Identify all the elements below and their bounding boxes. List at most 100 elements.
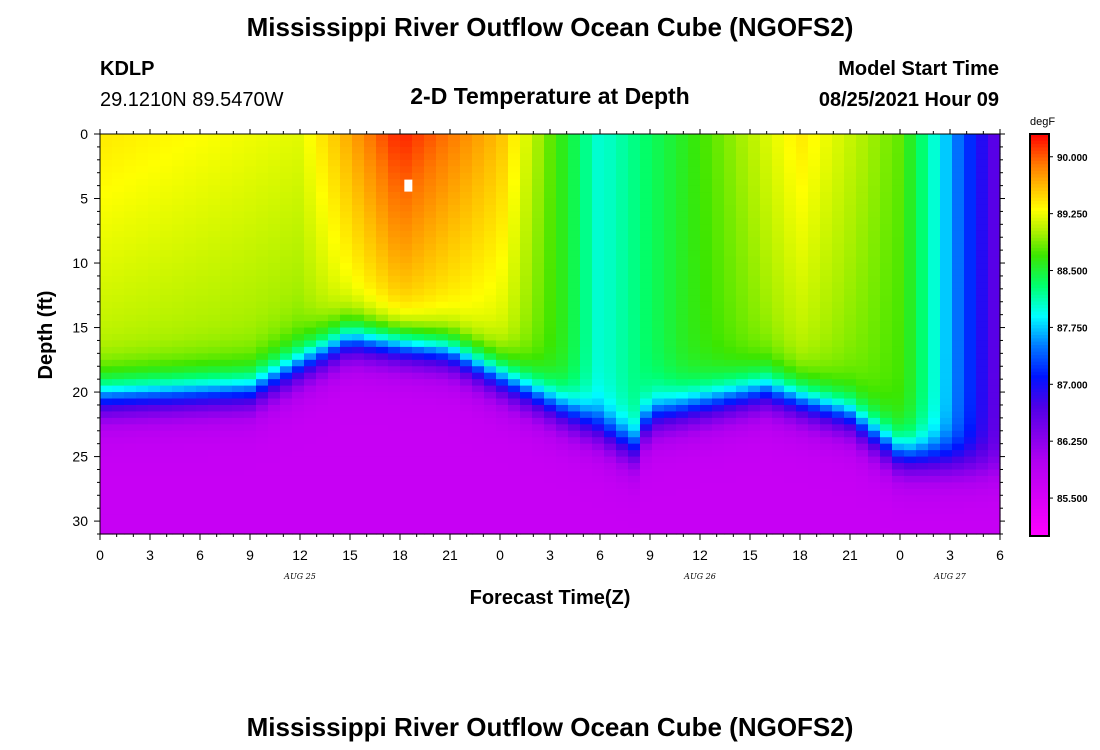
heatmap-cell bbox=[868, 179, 881, 187]
heatmap-cell bbox=[436, 327, 449, 335]
colorbar-segment bbox=[1030, 361, 1049, 366]
heatmap-cell bbox=[472, 256, 485, 264]
heatmap-cell bbox=[700, 211, 713, 219]
heatmap-cell bbox=[832, 166, 845, 174]
heatmap-cell bbox=[868, 192, 881, 200]
x-tick-label: 6 bbox=[596, 547, 604, 563]
heatmap-cell bbox=[232, 430, 245, 438]
heatmap-cell bbox=[148, 469, 161, 477]
heatmap-cell bbox=[376, 372, 389, 380]
heatmap-cell bbox=[472, 346, 485, 354]
heatmap-cell bbox=[100, 327, 113, 335]
heatmap-cell bbox=[340, 501, 353, 509]
heatmap-cell bbox=[112, 482, 125, 490]
heatmap-cell bbox=[436, 404, 449, 413]
heatmap-cell bbox=[580, 437, 593, 445]
heatmap-cell bbox=[796, 263, 809, 271]
heatmap-cell bbox=[472, 166, 485, 174]
heatmap-cell bbox=[496, 134, 509, 142]
heatmap-cell bbox=[496, 359, 509, 367]
heatmap-cell bbox=[412, 392, 425, 400]
heatmap-cell bbox=[832, 275, 845, 283]
heatmap-cell bbox=[940, 404, 953, 413]
heatmap-cell bbox=[688, 353, 701, 361]
heatmap-cell bbox=[160, 243, 173, 251]
heatmap-cell bbox=[988, 263, 1001, 271]
heatmap-cell bbox=[940, 443, 953, 451]
heatmap-cell bbox=[496, 179, 509, 187]
heatmap-cell bbox=[616, 185, 629, 193]
heatmap-cell bbox=[880, 204, 893, 213]
heatmap-cell bbox=[508, 372, 521, 380]
heatmap-cell bbox=[616, 385, 629, 393]
heatmap-cell bbox=[484, 166, 497, 174]
heatmap-cell bbox=[520, 327, 533, 335]
heatmap-cell bbox=[172, 192, 185, 200]
colorbar-segment bbox=[1030, 432, 1049, 437]
heatmap-cell bbox=[244, 153, 257, 161]
heatmap-cell bbox=[544, 340, 557, 348]
heatmap-cell bbox=[448, 217, 461, 225]
heatmap-cell bbox=[700, 159, 713, 167]
heatmap-cell bbox=[364, 159, 377, 167]
heatmap-cell bbox=[364, 366, 377, 374]
heatmap-cell bbox=[880, 288, 893, 296]
heatmap-cell bbox=[340, 282, 353, 290]
heatmap-cell bbox=[484, 237, 497, 245]
heatmap-cell bbox=[712, 334, 725, 342]
heatmap-cell bbox=[460, 366, 473, 374]
heatmap-cell bbox=[412, 204, 425, 213]
heatmap-cell bbox=[316, 295, 329, 303]
heatmap-cell bbox=[676, 295, 689, 303]
heatmap-cell bbox=[748, 450, 761, 458]
heatmap-cell bbox=[556, 411, 569, 419]
heatmap-cell bbox=[328, 250, 341, 258]
heatmap-cell bbox=[940, 327, 953, 335]
heatmap-cell bbox=[760, 159, 773, 167]
heatmap-cell bbox=[988, 269, 1001, 277]
heatmap-cell bbox=[604, 450, 617, 458]
heatmap-cell bbox=[952, 372, 965, 380]
heatmap-cell bbox=[844, 224, 857, 232]
heatmap-cell bbox=[196, 327, 209, 335]
heatmap-cell bbox=[844, 327, 857, 335]
heatmap-cell bbox=[496, 224, 509, 232]
heatmap-cell bbox=[220, 366, 233, 374]
heatmap-cell bbox=[868, 456, 881, 464]
heatmap-cell bbox=[148, 211, 161, 219]
heatmap-cell bbox=[184, 230, 197, 238]
heatmap-cell bbox=[196, 198, 209, 206]
heatmap-cell bbox=[460, 417, 473, 425]
heatmap-cell bbox=[580, 321, 593, 329]
heatmap-cell bbox=[856, 263, 869, 271]
heatmap-cell bbox=[952, 359, 965, 367]
heatmap-cell bbox=[784, 159, 797, 167]
heatmap-cell bbox=[556, 263, 569, 271]
heatmap-cell bbox=[556, 140, 569, 148]
heatmap-cell bbox=[280, 488, 293, 496]
heatmap-cell bbox=[928, 379, 941, 387]
heatmap-cell bbox=[172, 359, 185, 367]
heatmap-cell bbox=[652, 443, 665, 451]
heatmap-cell bbox=[976, 404, 989, 413]
heatmap-cell bbox=[448, 385, 461, 393]
heatmap-cell bbox=[316, 217, 329, 225]
heatmap-cell bbox=[832, 282, 845, 290]
heatmap-cell bbox=[796, 237, 809, 245]
heatmap-cell bbox=[724, 275, 737, 283]
heatmap-cell bbox=[964, 437, 977, 445]
colorbar-segment bbox=[1030, 140, 1049, 145]
heatmap-cell bbox=[796, 334, 809, 342]
heatmap-cell bbox=[112, 346, 125, 354]
heatmap-cell bbox=[952, 243, 965, 251]
heatmap-cell bbox=[904, 308, 917, 316]
heatmap-cell bbox=[376, 256, 389, 264]
heatmap-cell bbox=[688, 185, 701, 193]
heatmap-cell bbox=[352, 482, 365, 490]
heatmap-cell bbox=[916, 198, 929, 206]
heatmap-cell bbox=[100, 263, 113, 271]
heatmap-cell bbox=[712, 488, 725, 496]
heatmap-cell bbox=[868, 282, 881, 290]
colorbar-segment bbox=[1030, 338, 1049, 343]
heatmap-cell bbox=[604, 217, 617, 225]
